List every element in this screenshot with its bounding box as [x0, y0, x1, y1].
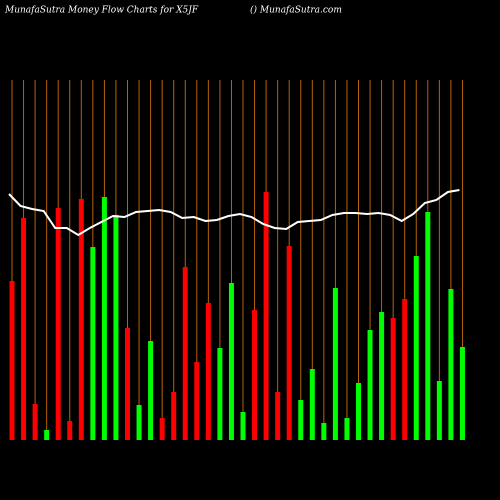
bar — [286, 246, 292, 440]
bar — [194, 362, 200, 440]
bar — [309, 369, 315, 440]
money-flow-line — [8, 189, 460, 237]
bar — [21, 218, 27, 440]
chart-title: MunafaSutra Money Flow Charts for X5JF — [4, 6, 199, 16]
bar — [32, 404, 38, 440]
bar — [228, 283, 234, 440]
bar — [44, 430, 50, 440]
bar — [402, 299, 408, 440]
bar — [182, 267, 188, 440]
bar — [55, 208, 61, 440]
bar — [90, 247, 96, 440]
bar — [101, 197, 107, 440]
bar — [332, 288, 338, 440]
bar — [436, 381, 442, 440]
bar — [159, 418, 165, 440]
bar — [113, 215, 119, 440]
bar — [171, 392, 177, 440]
bar — [136, 405, 142, 440]
bar — [413, 256, 419, 440]
bar — [344, 418, 350, 440]
bar — [217, 348, 223, 440]
bar — [205, 303, 211, 440]
bar — [9, 281, 15, 440]
bar — [459, 347, 465, 440]
bar — [67, 421, 73, 440]
bar — [78, 199, 84, 440]
bar — [148, 341, 154, 440]
bar — [390, 318, 396, 440]
bar — [275, 392, 281, 440]
bar — [252, 310, 258, 440]
bar — [356, 383, 361, 440]
chart-subtitle: () MunafaSutra.com — [250, 5, 342, 16]
bar — [240, 412, 246, 440]
bar — [298, 400, 304, 440]
bar — [367, 330, 373, 440]
bar — [379, 312, 385, 440]
bar — [448, 289, 454, 440]
bar — [425, 212, 431, 440]
bar — [263, 192, 269, 440]
bar — [321, 423, 327, 440]
bar — [125, 328, 130, 440]
